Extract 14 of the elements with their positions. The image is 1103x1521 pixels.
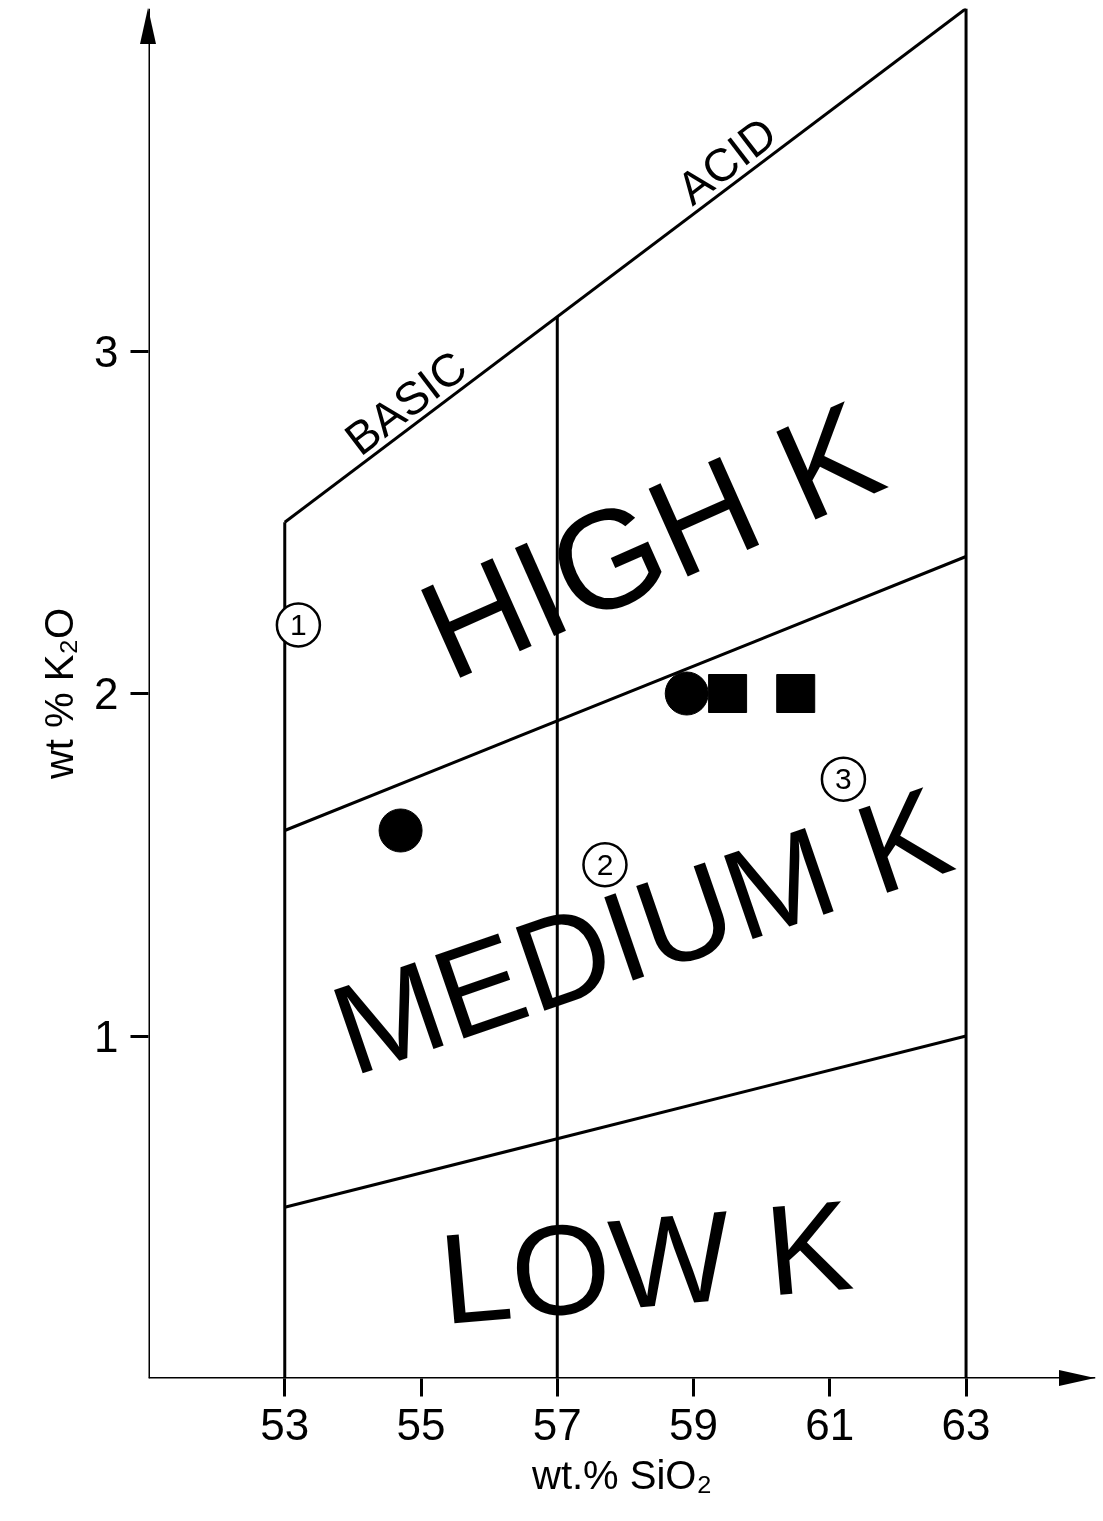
annotation: LOW K — [433, 1172, 858, 1352]
annotation: 1 — [290, 608, 307, 641]
y-tick-label: 1 — [94, 1011, 119, 1061]
x-tick-label: 63 — [941, 1399, 991, 1449]
x-tick-label: 53 — [260, 1399, 310, 1449]
x-tick-label: 55 — [396, 1399, 446, 1449]
y-tick-label: 3 — [94, 326, 119, 376]
x-tick-label: 57 — [532, 1399, 582, 1449]
x-axis-title: wt.% SiO₂ — [531, 1452, 712, 1497]
y-tick-label: 2 — [94, 669, 119, 718]
y-axis-title: wt % K₂O — [37, 607, 82, 781]
x-tick-label: 61 — [805, 1399, 855, 1449]
annotation: 3 — [835, 762, 852, 796]
x-tick-label: 59 — [669, 1399, 719, 1449]
